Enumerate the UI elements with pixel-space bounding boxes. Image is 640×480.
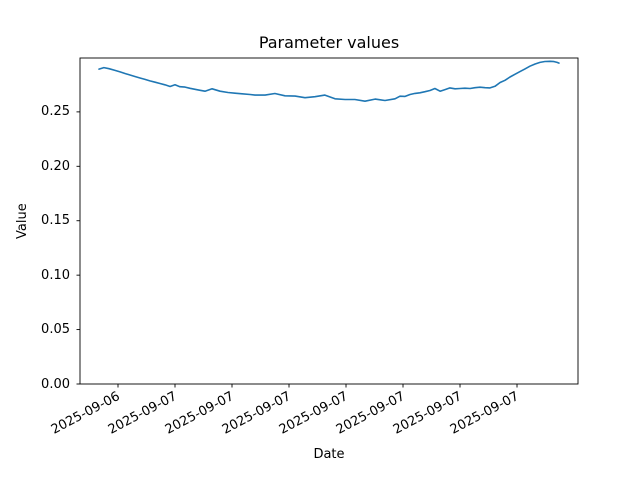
y-tick-label: 0.25 — [41, 104, 70, 120]
plot-border — [79, 57, 579, 385]
y-tick-label: 0.20 — [41, 158, 70, 174]
y-tick-label: 0.00 — [41, 376, 70, 392]
chart-title: Parameter values — [258, 33, 400, 52]
axis-tick-marks — [76, 111, 518, 388]
series-line — [98, 60, 560, 102]
y-tick-label: 0.10 — [41, 267, 70, 283]
y-tick-label: 0.15 — [41, 213, 70, 229]
x-axis-label: Date — [313, 447, 345, 462]
y-tick-label: 0.05 — [41, 322, 70, 338]
